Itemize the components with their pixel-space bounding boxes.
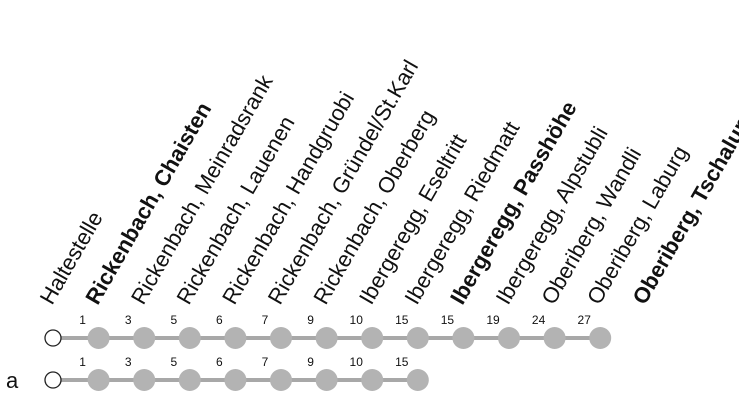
minute-label: 27 bbox=[578, 313, 592, 327]
minute-label: 5 bbox=[170, 355, 177, 369]
origin-stop-marker bbox=[44, 329, 62, 347]
stop-marker bbox=[224, 369, 247, 391]
route-row: 1 3 5 6 7 9 10 15 15 19 24 27 bbox=[44, 313, 612, 349]
minute-label: 15 bbox=[395, 313, 409, 327]
minute-label: 1 bbox=[79, 355, 86, 369]
minute-label: 9 bbox=[307, 355, 314, 369]
minute-label: 7 bbox=[262, 355, 269, 369]
route-row: a 1 3 5 6 7 9 10 15 bbox=[6, 355, 429, 393]
minute-label: 1 bbox=[79, 313, 86, 327]
stop-marker bbox=[270, 369, 292, 391]
stop-marker bbox=[87, 327, 110, 349]
minute-label: 6 bbox=[216, 313, 223, 327]
stop-marker bbox=[178, 327, 201, 349]
stop-marker bbox=[406, 369, 429, 391]
stop-marker bbox=[543, 327, 566, 349]
minute-label: 7 bbox=[262, 313, 269, 327]
minute-label: 6 bbox=[216, 355, 223, 369]
stop-marker bbox=[224, 327, 247, 349]
minute-label: 5 bbox=[170, 313, 177, 327]
variant-label: a bbox=[6, 368, 19, 393]
stop-marker bbox=[361, 327, 384, 349]
minute-label: 10 bbox=[350, 355, 364, 369]
minute-label: 15 bbox=[395, 355, 409, 369]
stop-marker bbox=[270, 327, 292, 349]
route-rows: 1 3 5 6 7 9 10 15 15 19 24 27 a 1 3 5 6 7 9 10 15 bbox=[6, 313, 612, 393]
stop-marker bbox=[406, 327, 429, 349]
stop-marker bbox=[178, 369, 201, 391]
minute-label: 19 bbox=[486, 313, 500, 327]
stop-marker bbox=[498, 327, 520, 349]
stop-marker bbox=[133, 369, 156, 391]
stop-marker bbox=[315, 327, 338, 349]
minute-label: 24 bbox=[532, 313, 546, 327]
minute-label: 10 bbox=[350, 313, 364, 327]
stop-marker bbox=[361, 369, 384, 391]
minute-label: 9 bbox=[307, 313, 314, 327]
minute-label: 3 bbox=[125, 355, 132, 369]
stop-marker bbox=[87, 369, 110, 391]
minute-label: 15 bbox=[441, 313, 455, 327]
stop-marker bbox=[315, 369, 338, 391]
stop-marker bbox=[133, 327, 156, 349]
stop-marker bbox=[589, 327, 612, 349]
minute-label: 3 bbox=[125, 313, 132, 327]
origin-stop-marker bbox=[44, 371, 62, 389]
stop-marker bbox=[452, 327, 475, 349]
